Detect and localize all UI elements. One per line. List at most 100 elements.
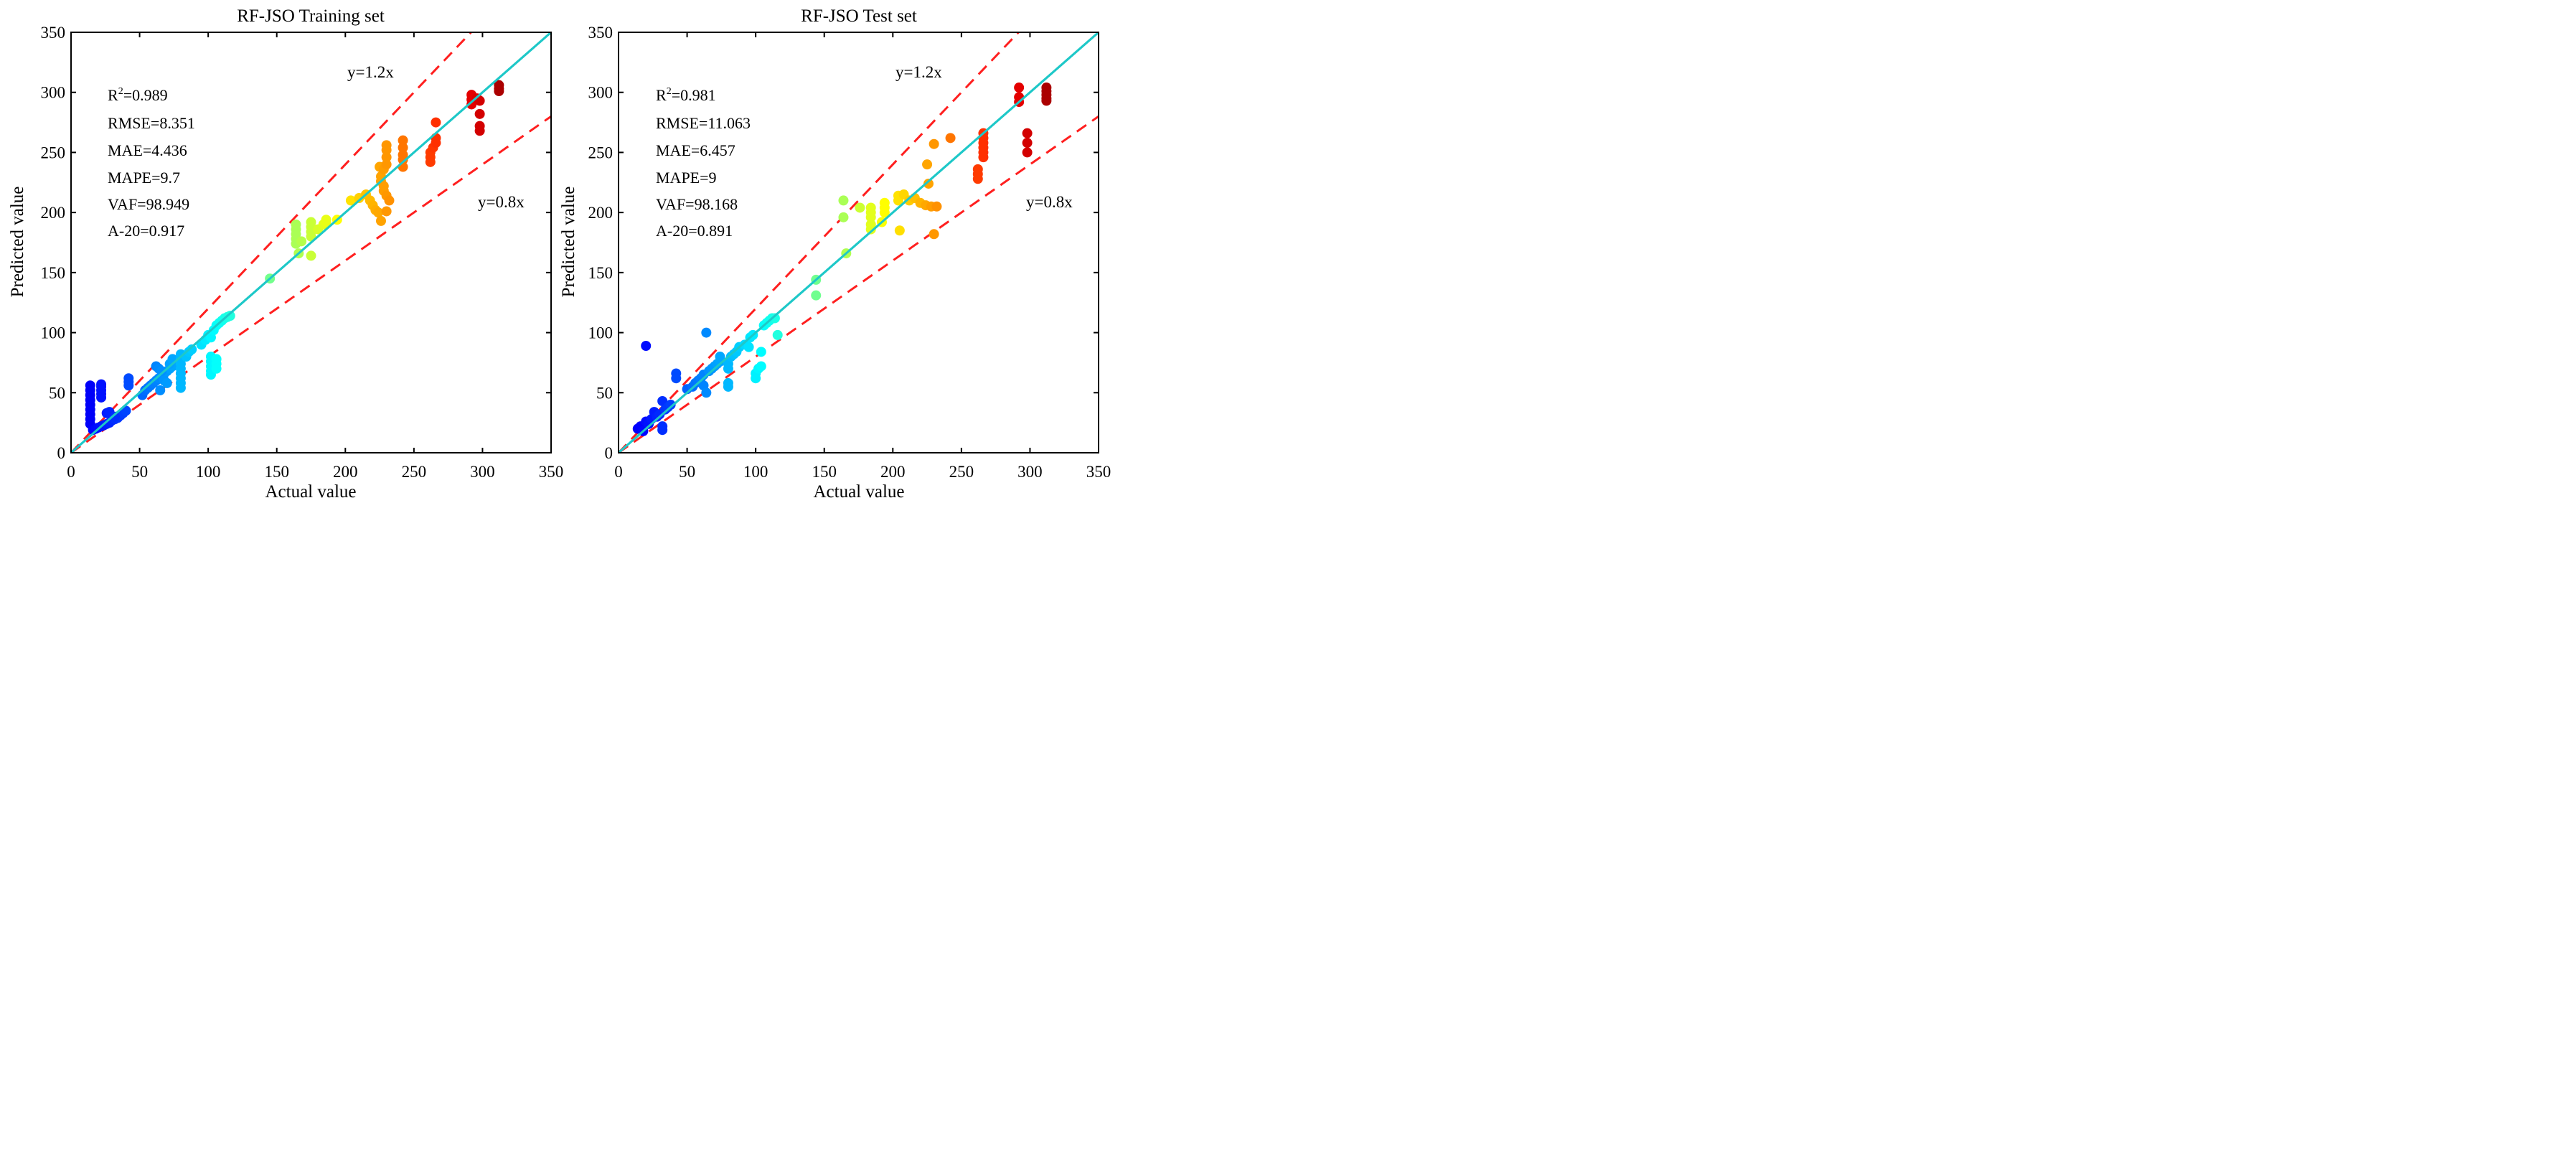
chart-title: RF-JSO Test set	[801, 6, 917, 26]
stat-mae: MAE=4.436	[108, 141, 187, 159]
label-lower-bound: y=0.8x	[478, 193, 525, 211]
y-tick-label: 250	[588, 144, 614, 161]
data-point	[381, 152, 392, 163]
data-point	[723, 363, 733, 374]
y-tick-label: 100	[588, 324, 614, 342]
x-tick-label: 200	[333, 463, 358, 481]
x-tick-label: 0	[67, 463, 75, 481]
data-point	[474, 126, 485, 136]
stat-a20: A-20=0.891	[656, 222, 733, 240]
data-point	[1022, 138, 1033, 149]
figure: RF-JSO Training set Actual value Predict…	[8, 6, 1111, 502]
data-point	[772, 329, 783, 340]
data-point	[929, 229, 939, 240]
stat-rmse: RMSE=8.351	[108, 114, 195, 132]
y-tick-label: 0	[57, 444, 66, 462]
x-tick-label: 250	[949, 463, 974, 481]
reference-line	[71, 115, 551, 453]
data-point	[156, 366, 167, 377]
x-axis-label: Actual value	[265, 482, 356, 502]
label-upper-bound: y=1.2x	[347, 63, 394, 81]
data-point	[96, 392, 107, 403]
data-point	[978, 152, 989, 163]
data-point	[838, 195, 849, 206]
x-tick-label: 100	[743, 463, 768, 481]
x-tick-label: 200	[880, 463, 906, 481]
data-point	[296, 236, 307, 247]
x-tick-label: 50	[131, 463, 148, 481]
y-tick-label: 300	[41, 84, 66, 102]
data-point	[838, 212, 849, 222]
ideal-line	[71, 32, 551, 453]
data-point	[381, 140, 392, 151]
data-point	[701, 387, 712, 398]
y-tick-label: 50	[49, 384, 65, 402]
y-axis-label: Predicted value	[559, 187, 578, 298]
y-axis-label: Predicted value	[8, 187, 27, 298]
y-tick-label: 150	[588, 264, 614, 282]
x-tick-label: 350	[1086, 463, 1111, 481]
data-point	[494, 86, 504, 97]
data-point	[384, 195, 395, 206]
data-point	[373, 207, 384, 218]
chart-title: RF-JSO Training set	[237, 6, 385, 26]
data-point	[306, 250, 316, 261]
data-point	[931, 201, 942, 212]
scatter-points	[71, 32, 551, 453]
data-point	[865, 224, 876, 235]
data-point	[225, 311, 235, 321]
stat-mae: MAE=6.457	[656, 141, 735, 159]
x-tick-label: 50	[679, 463, 695, 481]
data-point	[398, 142, 408, 153]
data-point	[715, 352, 725, 362]
y-tick-label: 350	[41, 24, 66, 42]
data-point	[671, 373, 682, 384]
data-point	[211, 363, 222, 374]
data-point	[894, 225, 905, 236]
stat-rmse: RMSE=11.063	[656, 114, 751, 132]
ideal-line	[619, 32, 1099, 453]
data-point	[123, 380, 134, 391]
data-point	[657, 425, 668, 436]
data-point	[398, 154, 408, 165]
plot-frame	[618, 32, 1099, 453]
data-point	[375, 215, 386, 226]
tick-group: 0 50 100 150 200 250 300 350 0 50 100 150 200 250 300 3…	[41, 24, 564, 481]
data-point	[879, 207, 890, 218]
data-point	[110, 411, 121, 422]
data-point	[187, 344, 197, 355]
data-point	[398, 135, 408, 146]
reference-line	[619, 115, 1099, 453]
data-point	[865, 212, 876, 222]
x-tick-label: 150	[264, 463, 289, 481]
data-point	[923, 178, 934, 189]
data-point	[431, 117, 441, 128]
data-point	[945, 133, 956, 144]
y-tick-label: 200	[588, 204, 614, 222]
y-tick-label: 150	[41, 264, 66, 282]
plot-frame	[70, 32, 552, 453]
stats-box: R2=0.981 RMSE=11.063 MAE=6.457 MAPE=9 VA…	[656, 86, 751, 240]
data-point	[756, 361, 766, 372]
y-tick-label: 50	[596, 384, 613, 402]
data-point	[855, 202, 865, 213]
data-point	[756, 347, 766, 357]
data-point	[723, 381, 733, 392]
x-tick-label: 250	[402, 463, 427, 481]
x-tick-label: 100	[196, 463, 221, 481]
data-point	[345, 195, 356, 206]
data-point	[743, 342, 754, 352]
y-tick-label: 300	[588, 84, 614, 102]
label-upper-bound: y=1.2x	[896, 63, 942, 81]
data-point	[1022, 147, 1033, 158]
data-point	[929, 138, 939, 149]
scatter-points	[619, 32, 1099, 453]
x-tick-label: 350	[539, 463, 564, 481]
data-point	[811, 290, 822, 301]
stat-vaf: VAF=98.168	[656, 195, 738, 213]
data-point	[769, 313, 780, 324]
data-point	[321, 215, 332, 225]
data-point	[175, 382, 186, 393]
stat-vaf: VAF=98.949	[108, 195, 189, 213]
stat-mape: MAPE=9.7	[108, 169, 180, 187]
